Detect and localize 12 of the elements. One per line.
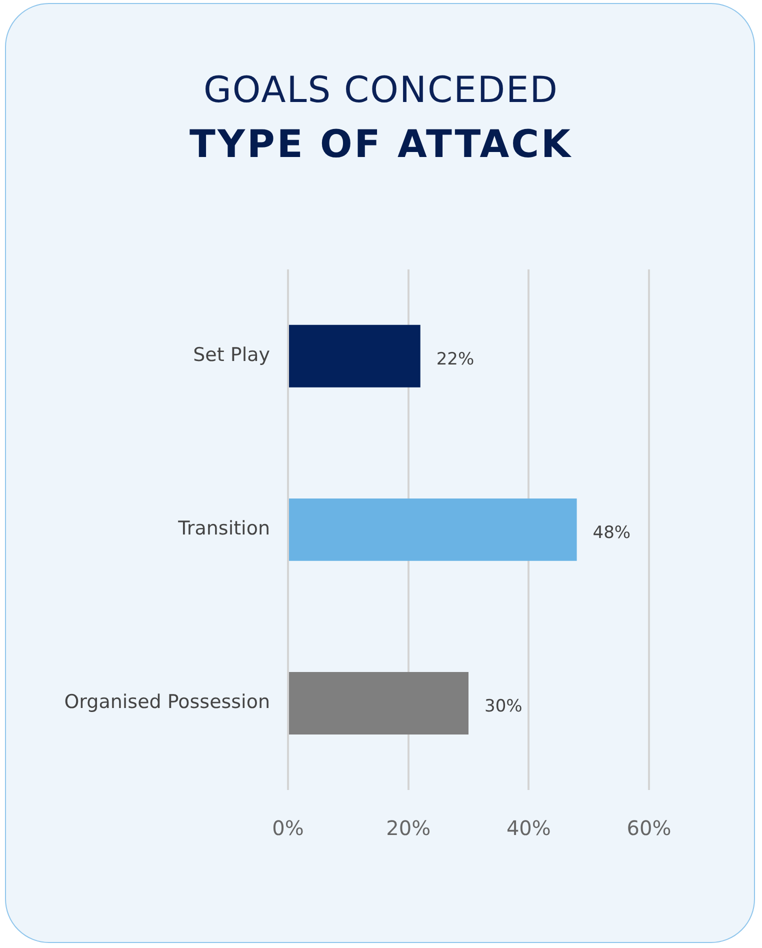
- chart-subtitle: TYPE OF ATTACK: [188, 122, 574, 166]
- data-label: 48%: [592, 523, 631, 544]
- x-tick-label: 60%: [626, 816, 672, 840]
- y-tick-label: Transition: [177, 518, 270, 540]
- y-tick-label: Set Play: [193, 344, 270, 366]
- data-label: 30%: [484, 696, 522, 717]
- y-tick-label: Organised Possession: [64, 691, 270, 714]
- chart-title: GOALS CONCEDED: [202, 70, 560, 111]
- x-tick-label: 20%: [386, 816, 431, 840]
- x-tick-label: 40%: [506, 816, 551, 840]
- x-tick-label: 0%: [272, 816, 304, 840]
- data-label: 22%: [436, 350, 474, 370]
